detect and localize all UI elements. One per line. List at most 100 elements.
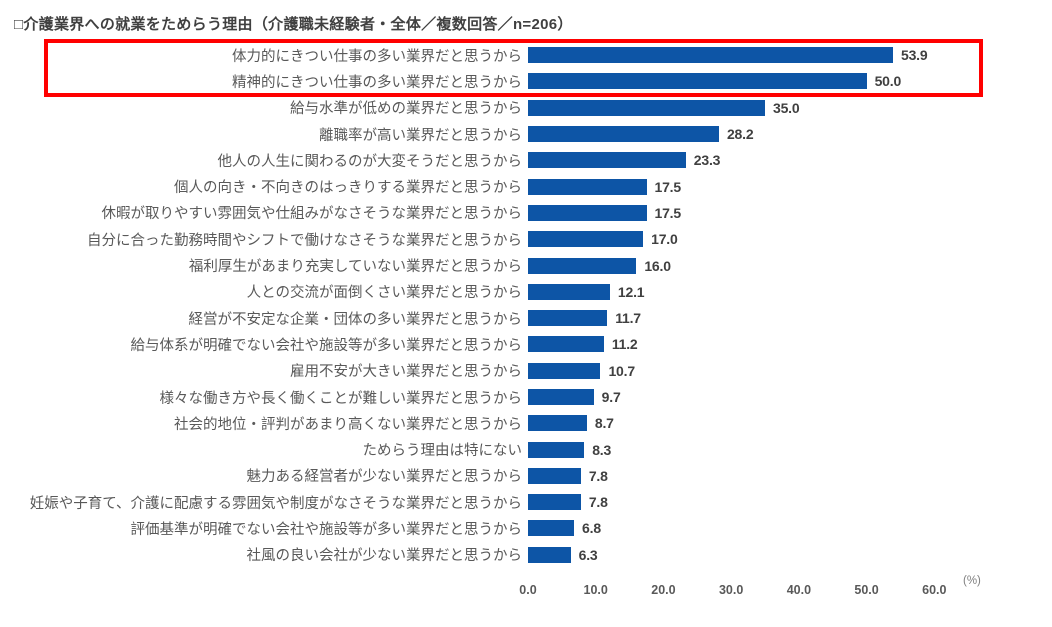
bar	[528, 415, 587, 432]
bar	[528, 467, 581, 484]
chart-row: 社会的地位・評判があまり高くない業界だと思うから 8.7	[0, 410, 1052, 436]
value-label: 17.5	[654, 204, 682, 221]
bar	[528, 152, 686, 169]
value-label: 9.7	[601, 389, 621, 405]
bar	[528, 283, 610, 300]
value-label: 7.8	[588, 494, 608, 511]
bar	[528, 47, 893, 64]
percent-unit-label: (%)	[963, 575, 981, 587]
category-label: 社会的地位・評判があまり高くない業界だと思うから	[174, 416, 522, 433]
x-axis-tick: 40.0	[786, 583, 812, 597]
plot-area: 8.7	[528, 410, 1052, 436]
value-label: 6.8	[582, 520, 601, 537]
category-label: 休暇が取りやすい雰囲気や仕組みがなさそうな業界だと思うから	[101, 206, 523, 223]
plot-area: 6.3	[528, 542, 1052, 568]
x-axis-tick: 30.0	[718, 583, 744, 597]
chart-row: 妊娠や子育て、介護に配慮する雰囲気や制度がなさそうな業界だと思うから 7.8	[0, 489, 1052, 515]
chart-row: 経営が不安定な企業・団体の多い業界だと思うから 11.7	[0, 305, 1052, 331]
bar	[528, 126, 719, 143]
plot-area: 7.8	[528, 489, 1052, 515]
value-label: 12.1	[617, 283, 645, 300]
chart-row: 給与水準が低めの業界だと思うから 35.0	[0, 95, 1052, 121]
value-label: 23.3	[693, 152, 721, 169]
bar	[528, 204, 647, 221]
bar	[528, 546, 571, 563]
value-label: 11.2	[611, 336, 638, 353]
chart-row: 雇用不安が大きい業界だと思うから 10.7	[0, 358, 1052, 384]
bar	[528, 520, 575, 537]
bar	[528, 231, 644, 248]
category-label: 経営が不安定な企業・団体の多い業界だと思うから	[188, 311, 523, 328]
chart-row: 魅力ある経営者が少ない業界だと思うから 7.8	[0, 463, 1052, 489]
plot-area: 23.3	[528, 147, 1052, 173]
bar-chart: 体力的にきつい仕事の多い業界だと思うから 53.9 精神的にきつい仕事の多い業界…	[0, 42, 1052, 568]
category-label: 体力的にきつい仕事の多い業界だと思うから	[232, 48, 522, 65]
x-axis-tick: 20.0	[651, 583, 676, 597]
value-label: 17.0	[651, 231, 678, 248]
chart-row: 様々な働き方や長く働くことが難しい業界だと思うから 9.7	[0, 384, 1052, 410]
value-label: 11.7	[615, 310, 641, 327]
x-axis-tick: 10.0	[583, 583, 608, 597]
chart-row: 社風の良い会社が少ない業界だと思うから 6.3	[0, 542, 1052, 568]
bar	[528, 178, 647, 195]
plot-area: 50.0	[528, 68, 1052, 94]
category-label: ためらう理由は特にない	[362, 443, 523, 460]
chart-row: 人との交流が面倒くさい業界だと思うから 12.1	[0, 279, 1052, 305]
value-label: 17.5	[654, 178, 682, 195]
chart-row: 自分に合った勤務時間やシフトで働けなさそうな業界だと思うから 17.0	[0, 226, 1052, 252]
bar	[528, 494, 581, 511]
plot-area: 11.2	[528, 331, 1052, 357]
chart-row: 他人の人生に関わるのが大変そうだと思うから 23.3	[0, 147, 1052, 173]
plot-area: 7.8	[528, 463, 1052, 489]
plot-area: 6.8	[528, 515, 1052, 541]
chart-row: 離職率が高い業界だと思うから 28.2	[0, 121, 1052, 147]
value-label: 53.9	[900, 47, 928, 64]
chart-row: 個人の向き・不向きのはっきりする業界だと思うから 17.5	[0, 173, 1052, 199]
value-label: 7.8	[588, 467, 608, 484]
value-label: 10.7	[608, 362, 635, 379]
value-label: 35.0	[773, 99, 800, 116]
category-label: 様々な働き方や長く働くことが難しい業界だと思うから	[159, 390, 523, 407]
value-label: 8.3	[592, 441, 612, 458]
category-label: 個人の向き・不向きのはっきりする業界だと思うから	[174, 180, 522, 197]
bar	[528, 336, 604, 353]
category-label: 社風の良い会社が少ない業界だと思うから	[246, 548, 523, 565]
category-label: 妊娠や子育て、介護に配慮する雰囲気や制度がなさそうな業界だと思うから	[29, 495, 522, 512]
chart-row: 評価基準が明確でない会社や施設等が多い業界だと思うから 6.8	[0, 515, 1052, 541]
chart-row: 体力的にきつい仕事の多い業界だと思うから 53.9	[0, 42, 1052, 68]
plot-area: 17.5	[528, 173, 1052, 199]
plot-area: 12.1	[528, 279, 1052, 305]
chart-row: 給与体系が明確でない会社や施設等が多い業界だと思うから 11.2	[0, 331, 1052, 357]
value-label: 6.3	[578, 546, 598, 563]
category-label: 給与水準が低めの業界だと思うから	[290, 101, 522, 118]
bar	[528, 257, 637, 274]
chart-row: 精神的にきつい仕事の多い業界だと思うから 50.0	[0, 68, 1052, 94]
plot-area: 9.7	[528, 384, 1052, 410]
value-label: 8.7	[594, 415, 614, 432]
bar	[528, 441, 585, 458]
value-label: 16.0	[644, 257, 671, 274]
plot-area: 10.7	[528, 358, 1052, 384]
plot-area: 53.9	[528, 42, 1052, 68]
x-axis-tick: 0.0	[519, 583, 537, 597]
value-label: 50.0	[874, 73, 902, 90]
category-label: 他人の人生に関わるのが大変そうだと思うから	[217, 153, 523, 170]
x-axis: 0.0 10.0 20.0 30.0 40.0 50.0 60.0	[519, 583, 968, 599]
chart-row: 休暇が取りやすい雰囲気や仕組みがなさそうな業界だと思うから 17.5	[0, 200, 1052, 226]
chart-title: □介護業界への就業をためらう理由（介護職未経験者・全体／複数回答／n=206）	[14, 16, 573, 33]
chart-row: ためらう理由は特にない 8.3	[0, 436, 1052, 462]
category-label: 給与体系が明確でない会社や施設等が多い業界だと思うから	[130, 337, 523, 354]
category-label: 福利厚生があまり充実していない業界だと思うから	[188, 259, 522, 276]
category-label: 人との交流が面倒くさい業界だと思うから	[246, 285, 522, 302]
category-label: 自分に合った勤務時間やシフトで働けなさそうな業界だと思うから	[87, 232, 522, 249]
bar	[528, 362, 601, 379]
plot-area: 16.0	[528, 252, 1052, 278]
chart-row: 福利厚生があまり充実していない業界だと思うから 16.0	[0, 252, 1052, 278]
value-label: 28.2	[726, 126, 754, 143]
plot-area: 11.7	[528, 305, 1052, 331]
plot-area: 8.3	[528, 436, 1052, 462]
x-axis-tick: 60.0	[922, 583, 947, 597]
x-axis-tick: 50.0	[854, 583, 879, 597]
category-label: 雇用不安が大きい業界だと思うから	[290, 364, 522, 381]
